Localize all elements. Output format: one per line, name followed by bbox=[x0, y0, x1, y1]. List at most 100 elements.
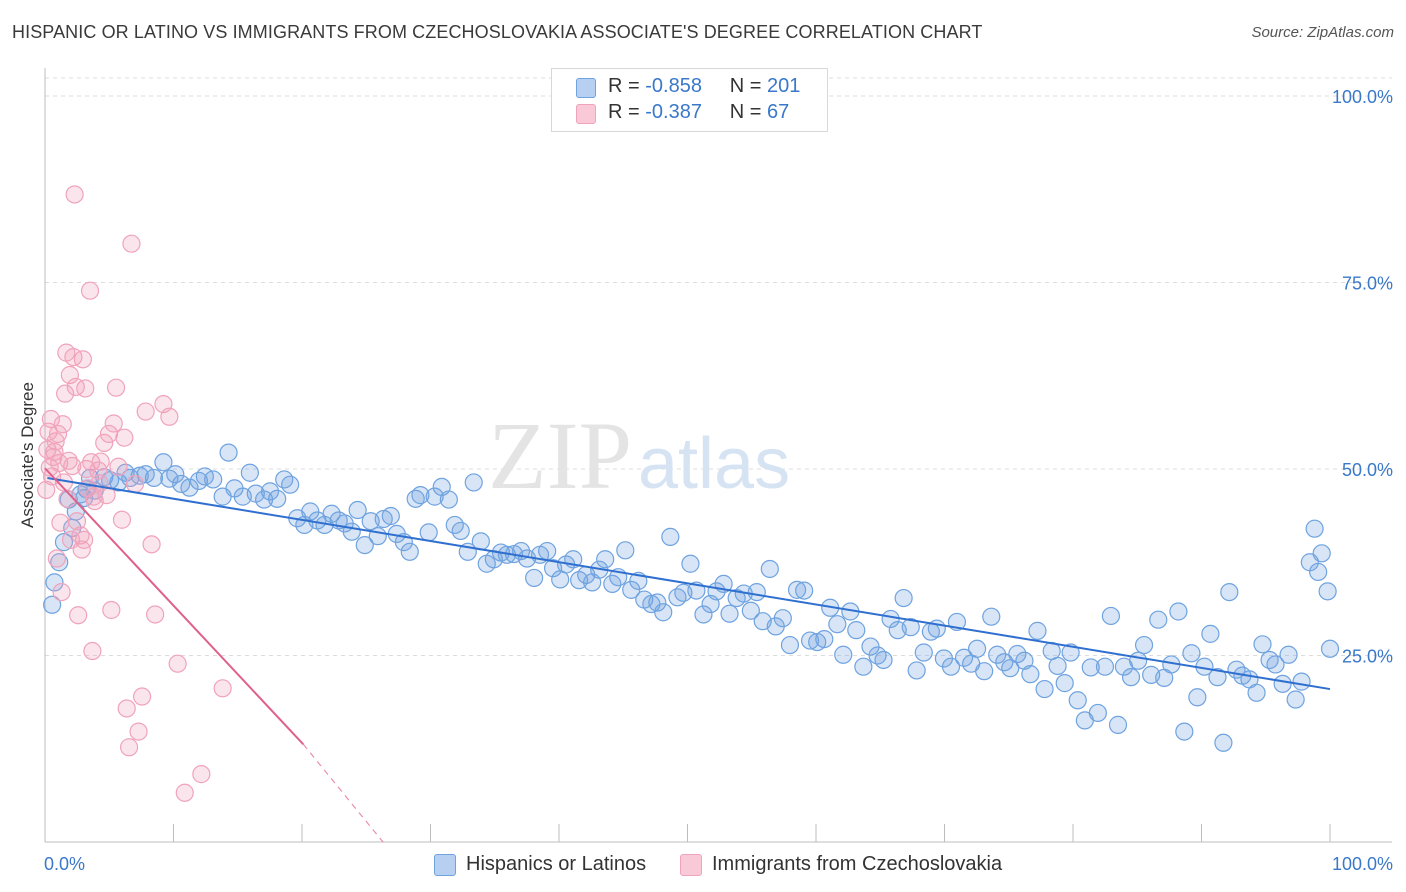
data-point-czechoslovakia bbox=[168, 654, 187, 673]
data-point-czechoslovakia bbox=[175, 783, 194, 802]
legend-swatch-blue bbox=[434, 854, 456, 876]
data-point-hispanic bbox=[975, 662, 994, 681]
data-point-hispanic bbox=[43, 595, 62, 614]
data-point-hispanic bbox=[834, 645, 853, 664]
chart-title: HISPANIC OR LATINO VS IMMIGRANTS FROM CZ… bbox=[12, 22, 983, 42]
data-point-hispanic bbox=[180, 478, 199, 497]
data-point-czechoslovakia bbox=[119, 738, 139, 757]
data-point-hispanic bbox=[741, 601, 760, 620]
data-point-hispanic bbox=[1129, 651, 1148, 670]
data-point-hispanic bbox=[795, 581, 814, 600]
data-point-hispanic bbox=[1292, 672, 1311, 691]
data-point-hispanic bbox=[901, 618, 920, 637]
tick-labels: 100.0% 75.0% 50.0% 25.0% 0.0% 100.0% bbox=[44, 87, 1393, 874]
data-point-hispanic bbox=[1121, 668, 1141, 687]
data-point-czechoslovakia bbox=[59, 451, 78, 470]
data-point-hispanic bbox=[260, 482, 280, 501]
data-point-hispanic bbox=[439, 490, 458, 509]
data-point-hispanic bbox=[847, 621, 866, 640]
data-point-hispanic bbox=[815, 629, 834, 649]
data-point-hispanic bbox=[1149, 610, 1168, 629]
data-point-czechoslovakia bbox=[47, 549, 66, 568]
data-point-hispanic bbox=[967, 639, 987, 658]
data-point-czechoslovakia bbox=[67, 512, 87, 531]
data-point-hispanic bbox=[538, 541, 557, 561]
data-point-hispanic bbox=[355, 535, 374, 555]
data-point-hispanic bbox=[800, 631, 820, 650]
trendlines bbox=[44, 467, 1331, 843]
data-point-czechoslovakia bbox=[213, 679, 232, 698]
data-point-czechoslovakia bbox=[104, 414, 123, 433]
y-tick-label: 75.0% bbox=[1342, 274, 1393, 294]
r-label: R = bbox=[608, 75, 640, 97]
n-label: N = bbox=[729, 75, 762, 97]
data-point-hispanic bbox=[747, 582, 766, 602]
data-point-hispanic bbox=[787, 580, 807, 599]
data-point-hispanic bbox=[368, 527, 387, 546]
series-hispanics-points bbox=[43, 443, 1340, 752]
data-point-czechoslovakia bbox=[115, 428, 134, 447]
data-point-hispanic bbox=[648, 593, 667, 612]
data-point-czechoslovakia bbox=[48, 424, 68, 444]
data-point-hispanic bbox=[1273, 674, 1292, 693]
data-point-hispanic bbox=[240, 463, 259, 482]
data-point-czechoslovakia bbox=[85, 491, 104, 511]
data-point-hispanic bbox=[720, 604, 739, 623]
data-point-hispanic bbox=[1220, 582, 1239, 602]
data-point-czechoslovakia bbox=[109, 457, 128, 476]
data-point-hispanic bbox=[1028, 621, 1047, 640]
data-point-hispanic bbox=[400, 542, 419, 561]
data-point-czechoslovakia bbox=[53, 415, 72, 434]
data-point-czechoslovakia bbox=[83, 641, 102, 661]
data-point-czechoslovakia bbox=[117, 699, 136, 718]
y-axis-label: Associate's Degree bbox=[18, 382, 37, 528]
data-point-hispanic bbox=[268, 489, 287, 508]
data-point-czechoslovakia bbox=[69, 606, 88, 625]
data-point-hispanic bbox=[1253, 635, 1272, 654]
watermark-zip: ZIP bbox=[488, 402, 632, 509]
data-point-hispanic bbox=[425, 487, 444, 506]
data-point-hispanic bbox=[1286, 690, 1305, 709]
data-point-hispanic bbox=[204, 470, 223, 489]
data-point-czechoslovakia bbox=[97, 486, 116, 505]
data-point-czechoslovakia bbox=[56, 384, 75, 403]
correlation-legend: R = -0.858 N = 201 R = -0.387 N = 67 bbox=[551, 68, 828, 132]
data-point-hispanic bbox=[773, 609, 792, 628]
data-point-hispanic bbox=[166, 465, 185, 484]
n-value: 67 bbox=[767, 101, 790, 123]
data-point-hispanic bbox=[1182, 644, 1201, 663]
data-point-hispanic bbox=[988, 645, 1007, 664]
data-point-hispanic bbox=[1035, 679, 1054, 699]
data-point-hispanic bbox=[1208, 668, 1227, 687]
data-point-hispanic bbox=[1320, 639, 1340, 658]
data-point-czechoslovakia bbox=[122, 234, 141, 253]
data-point-czechoslovakia bbox=[95, 433, 114, 452]
legend-label: Immigrants from Czechoslovakia bbox=[712, 853, 1003, 875]
data-point-hispanic bbox=[1061, 643, 1080, 662]
legend-swatch-pink bbox=[680, 854, 702, 876]
data-point-hispanic bbox=[419, 523, 438, 542]
data-point-hispanic bbox=[1068, 691, 1087, 710]
data-point-hispanic bbox=[874, 650, 893, 670]
data-point-hispanic bbox=[1266, 655, 1285, 674]
n-label: N = bbox=[729, 101, 762, 123]
data-point-czechoslovakia bbox=[63, 456, 82, 476]
data-point-hispanic bbox=[780, 635, 800, 655]
data-point-hispanic bbox=[1188, 688, 1207, 707]
r-label: R = bbox=[608, 101, 640, 123]
data-point-hispanic bbox=[1048, 656, 1067, 676]
data-point-hispanic bbox=[694, 605, 713, 624]
data-point-hispanic bbox=[941, 657, 961, 676]
data-point-hispanic bbox=[1088, 703, 1107, 723]
r-value: -0.387 bbox=[645, 101, 702, 123]
data-point-czechoslovakia bbox=[52, 582, 71, 602]
data-point-hispanic bbox=[144, 468, 164, 488]
data-point-hispanic bbox=[219, 443, 238, 462]
data-point-hispanic bbox=[1108, 715, 1128, 734]
data-point-hispanic bbox=[1095, 657, 1115, 676]
y-tick-label: 25.0% bbox=[1342, 647, 1393, 667]
watermark: ZIP atlas bbox=[488, 402, 790, 509]
data-point-czechoslovakia bbox=[91, 452, 110, 471]
data-point-hispanic bbox=[1008, 644, 1027, 664]
